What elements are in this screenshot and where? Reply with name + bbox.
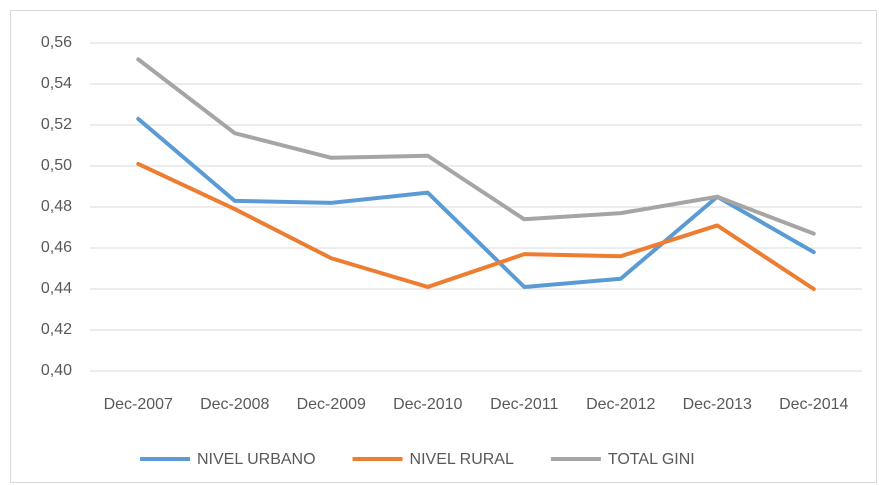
x-tick-label: Dec-2007 xyxy=(104,396,173,413)
y-tick-label: 0,56 xyxy=(41,34,72,51)
legend-label: NIVEL RURAL xyxy=(410,451,514,468)
x-tick-label: Dec-2014 xyxy=(779,396,848,413)
y-tick-label: 0,54 xyxy=(41,75,72,92)
y-tick-label: 0,42 xyxy=(41,321,72,338)
legend-label: TOTAL GINI xyxy=(608,451,695,468)
x-tick-label: Dec-2012 xyxy=(586,396,655,413)
chart-frame xyxy=(10,10,877,483)
y-tick-label: 0,50 xyxy=(41,157,72,174)
series-line xyxy=(136,57,816,236)
x-tick-label: Dec-2009 xyxy=(297,396,366,413)
x-tick-label: Dec-2008 xyxy=(200,396,269,413)
y-tick-label: 0,52 xyxy=(41,116,72,133)
y-tick-label: 0,48 xyxy=(41,198,72,215)
series-line xyxy=(136,161,816,291)
y-tick-label: 0,40 xyxy=(41,362,72,379)
x-tick-label: Dec-2010 xyxy=(393,396,462,413)
x-tick-label: Dec-2013 xyxy=(683,396,752,413)
y-tick-label: 0,44 xyxy=(41,280,72,297)
series-line xyxy=(136,116,816,289)
legend-label: NIVEL URBANO xyxy=(197,451,316,468)
y-tick-label: 0,46 xyxy=(41,239,72,256)
x-tick-label: Dec-2011 xyxy=(490,396,558,413)
